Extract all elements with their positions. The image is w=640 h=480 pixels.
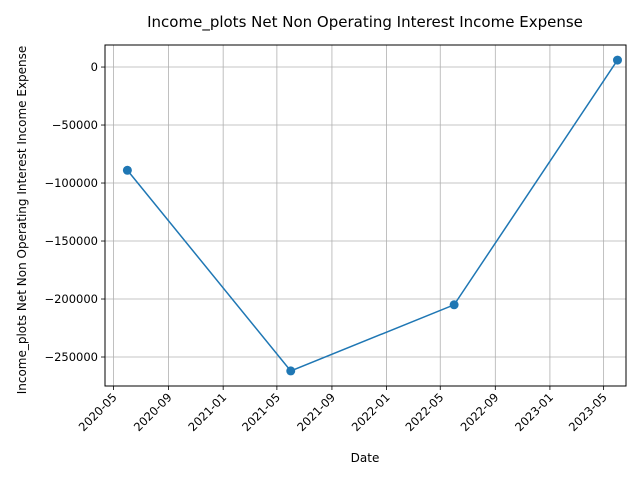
x-tick-label: 2021-09	[294, 390, 338, 434]
x-tick-label: 2022-05	[402, 390, 446, 434]
y-tick-label: −250000	[44, 350, 98, 364]
x-tick-label: 2020-05	[76, 390, 120, 434]
x-tick-label: 2023-05	[566, 390, 610, 434]
x-tick-label: 2020-09	[131, 390, 175, 434]
data-point	[612, 55, 622, 65]
data-point	[122, 165, 132, 175]
y-axis-ticks: 0 −50000 −100000 −150000 −200000 −250000	[44, 60, 105, 364]
x-axis-ticks: 2020-05 2020-09 2021-01 2021-05 2021-09 2022-…	[76, 386, 610, 434]
x-tick-label: 2021-01	[185, 390, 229, 434]
x-tick-label: 2022-01	[349, 390, 393, 434]
grid-lines	[105, 45, 626, 386]
plot-series	[122, 55, 622, 376]
y-tick-label: −150000	[44, 234, 98, 248]
y-tick-label: −200000	[44, 292, 98, 306]
data-point	[449, 300, 459, 310]
series-line	[126, 59, 619, 372]
y-tick-label: −50000	[52, 118, 98, 132]
x-tick-label: 2022-09	[458, 390, 502, 434]
x-tick-label: 2023-01	[512, 390, 556, 434]
chart-title: Income_plots Net Non Operating Interest …	[147, 13, 583, 32]
y-tick-label: −100000	[44, 176, 98, 190]
plot-frame	[104, 44, 627, 387]
y-tick-label: 0	[91, 60, 98, 74]
x-axis-label: Date	[351, 451, 380, 465]
x-tick-label: 2021-05	[239, 390, 283, 434]
y-axis-label: Income_plots Net Non Operating Interest …	[15, 46, 29, 395]
data-point	[286, 366, 296, 376]
